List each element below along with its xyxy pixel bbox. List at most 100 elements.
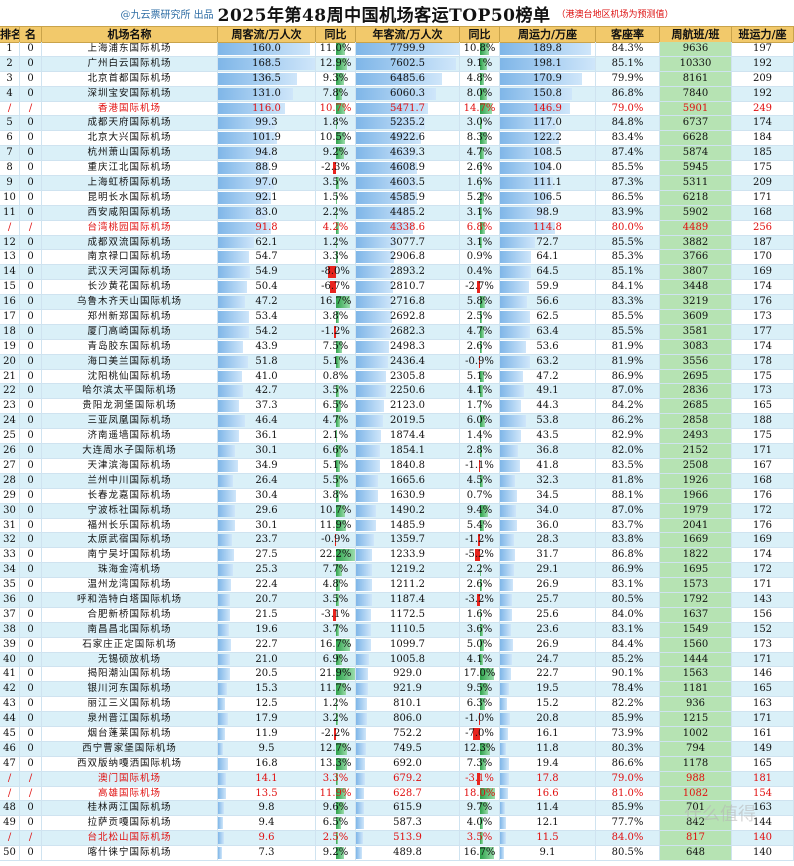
seats-per-flight-cell: 197 (732, 42, 794, 56)
week-yoy-bar (335, 489, 339, 502)
year-yoy-cell: 16.7% (460, 846, 500, 860)
capacity-cell: 25.6 (500, 607, 596, 622)
week-pax-cell-text: 9.4 (258, 817, 275, 829)
week-pax-cell-text: 168.5 (252, 57, 281, 69)
capacity-cell: 49.1 (500, 384, 596, 399)
week-pax-bar (218, 355, 248, 368)
capacity-cell: 47.2 (500, 369, 596, 384)
year-pax-cell-text: 4585.9 (390, 191, 425, 203)
week-yoy-bar (335, 474, 341, 487)
year-pax-cell-text: 929.0 (393, 668, 422, 680)
rank-change-cell-text: 0 (27, 608, 34, 620)
week-yoy-bar (335, 43, 346, 55)
rank-cell: 47 (0, 756, 20, 771)
year-pax-cell: 2906.8 (356, 250, 460, 265)
flights-cell: 1792 (660, 592, 732, 607)
year-yoy-cell-text: 16.7% (463, 847, 496, 859)
airport-name-cell: 澳门国际机场 (42, 771, 218, 786)
year-pax-cell-text: 1854.1 (390, 445, 425, 457)
week-yoy-cell-text: 5.1% (322, 459, 349, 471)
week-yoy-cell-text: 3.5% (322, 385, 349, 397)
year-pax-cell: 6485.6 (356, 71, 460, 86)
seats-per-flight-cell: 167 (732, 458, 794, 473)
rank-change-cell: 0 (20, 503, 42, 518)
rank-change-cell-text: 0 (27, 713, 34, 725)
load-factor-cell-text: 82.2% (611, 698, 644, 710)
week-pax-bar (218, 430, 239, 443)
rank-change-cell-text: 0 (27, 623, 34, 635)
year-pax-bar (356, 593, 372, 606)
capacity-cell: 11.5 (500, 831, 596, 846)
rank-change-cell-text: 0 (27, 742, 34, 754)
week-pax-cell-text: 12.5 (255, 698, 278, 710)
airport-name-cell: 揭阳潮汕国际机场 (42, 667, 218, 682)
year-pax-bar (356, 385, 386, 398)
rank-change-cell-text: 0 (27, 311, 34, 323)
airport-name-cell: 泉州晋江国际机场 (42, 712, 218, 726)
load-factor-cell-text: 83.4% (611, 132, 644, 144)
week-pax-cell-text: 21.0 (255, 653, 278, 665)
year-yoy-cell: -1.1% (460, 458, 500, 473)
capacity-cell: 26.9 (500, 578, 596, 592)
capacity-cell-text: 9.1 (539, 847, 556, 859)
flights-cell: 1215 (660, 712, 732, 726)
week-pax-bar (218, 802, 224, 815)
rank-cell-text: 25 (3, 430, 16, 442)
year-yoy-cell: 12.3% (460, 741, 500, 756)
airport-name-cell-text: 济南遥墙国际机场 (87, 430, 172, 442)
capacity-bar (500, 385, 524, 398)
table-row: 25 0 济南遥墙国际机场 36.1 2.1% 1874.4 1.4% 43.5 82.9% 24… (0, 429, 794, 445)
year-pax-cell-text: 628.7 (393, 787, 422, 799)
table-row: 2 0 广州白云国际机场 168.5 12.9% 7602.5 9.1% 198.1 85.1%… (0, 56, 794, 72)
week-yoy-bar (335, 459, 340, 472)
airport-name-cell-text: 乌鲁木齐天山国际机场 (76, 296, 182, 308)
flights-cell: 2858 (660, 414, 732, 429)
week-pax-cell-text: 22.4 (255, 579, 278, 591)
rank-change-cell-text: 0 (27, 251, 34, 263)
airport-name-cell: 北京大兴国际机场 (42, 131, 218, 146)
year-yoy-cell-text: 3.1% (466, 236, 493, 248)
load-factor-cell: 85.5% (596, 161, 660, 176)
week-yoy-cell-text: 9.6% (322, 802, 349, 814)
year-yoy-cell-text: 5.8% (466, 296, 493, 308)
load-factor-cell-text: 79.9% (611, 72, 644, 84)
year-pax-bar (356, 430, 381, 443)
year-yoy-cell: -3.1% (460, 771, 500, 786)
rank-change-cell-text: 0 (27, 147, 34, 159)
capacity-cell: 16.6 (500, 786, 596, 801)
flights-cell: 1181 (660, 682, 732, 697)
airport-name-cell: 武汉天河国际机场 (42, 265, 218, 280)
flights-cell-text: 1926 (682, 474, 709, 486)
flights-cell-text: 5902 (682, 206, 709, 218)
rank-cell: 48 (0, 801, 20, 816)
table-row: 47 0 西双版纳嘎洒国际机场 16.8 13.3% 692.0 7.3% 19.4 86.6%… (0, 756, 794, 772)
airport-name-cell-text: 三亚凤凰国际机场 (87, 415, 172, 427)
year-yoy-cell: 3.6% (460, 622, 500, 637)
flights-cell-text: 2041 (682, 519, 709, 531)
year-yoy-cell: 1.6% (460, 176, 500, 190)
week-yoy-bar (335, 236, 337, 249)
capacity-cell: 26.9 (500, 637, 596, 652)
load-factor-cell-text: 80.5% (611, 593, 644, 605)
flights-cell-text: 1979 (682, 504, 709, 516)
year-pax-cell: 1630.9 (356, 488, 460, 503)
week-yoy-cell: -2.3% (316, 161, 356, 176)
week-pax-cell: 46.4 (218, 414, 316, 429)
year-yoy-cell-text: 2.6% (466, 162, 493, 174)
capacity-cell-text: 189.8 (533, 43, 562, 54)
rank-cell-text: 3 (6, 72, 13, 84)
week-pax-cell: 50.4 (218, 280, 316, 295)
year-yoy-bar (479, 579, 482, 591)
flights-cell: 1979 (660, 503, 732, 518)
week-pax-bar (218, 727, 225, 740)
year-pax-bar (356, 579, 372, 591)
header-flights: 周航班/班 (660, 27, 732, 42)
header-week-yoy: 同比 (316, 27, 356, 42)
table-row: 34 0 珠海金湾机场 25.3 7.7% 1219.2 2.2% 29.1 86.9% 1695… (0, 563, 794, 579)
week-pax-cell: 9.6 (218, 831, 316, 846)
week-pax-bar (218, 57, 315, 70)
year-yoy-bar (474, 549, 480, 562)
rank-change-cell: 0 (20, 756, 42, 771)
week-pax-cell: 21.0 (218, 652, 316, 667)
rank-change-cell-text: 0 (27, 474, 34, 486)
